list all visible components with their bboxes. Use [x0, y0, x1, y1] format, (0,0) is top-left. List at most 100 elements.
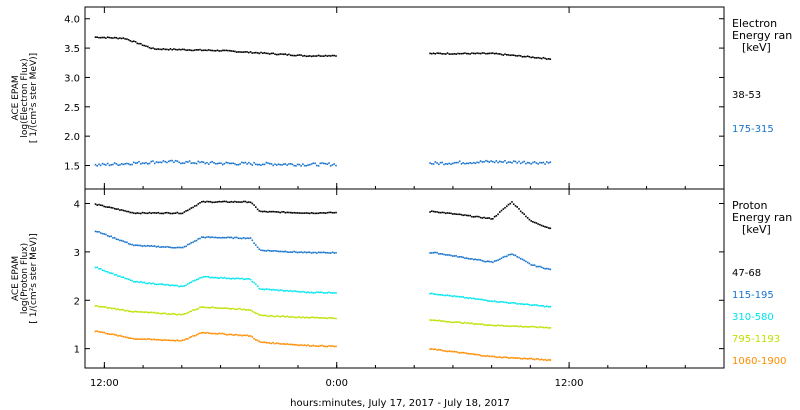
- data-point: [221, 236, 224, 239]
- data-point: [499, 160, 501, 163]
- data-point: [232, 50, 234, 52]
- data-point: [458, 352, 461, 354]
- data-point: [227, 307, 229, 310]
- y-axis-label: ACE EPAMlog(Electron Flux)[ 1/(cm²s ster…: [11, 53, 39, 143]
- data-point: [490, 261, 492, 263]
- data-point: [258, 313, 261, 316]
- data-point: [228, 236, 231, 239]
- data-point: [269, 315, 271, 317]
- data-point: [507, 54, 510, 56]
- data-point: [464, 52, 466, 54]
- data-point: [124, 310, 126, 312]
- data-point: [131, 211, 133, 214]
- legend-entry: 795-1193: [732, 334, 780, 345]
- data-point: [478, 52, 480, 55]
- legend-title: Proton: [732, 199, 767, 212]
- data-point: [502, 208, 505, 210]
- series-175-315: [94, 159, 552, 167]
- data-point: [192, 241, 194, 243]
- data-point: [174, 246, 177, 249]
- data-point: [281, 289, 283, 291]
- data-point: [262, 163, 264, 166]
- data-point: [94, 163, 97, 166]
- data-point: [176, 314, 179, 316]
- data-point: [302, 212, 304, 214]
- data-point: [227, 333, 229, 336]
- data-point: [214, 236, 217, 239]
- data-point: [549, 58, 552, 60]
- data-point: [230, 333, 233, 336]
- data-point: [436, 211, 438, 213]
- data-point: [519, 357, 522, 360]
- data-point: [455, 351, 457, 353]
- data-point: [227, 162, 229, 164]
- data-point: [113, 237, 116, 239]
- data-point: [467, 214, 470, 217]
- data-point: [180, 339, 182, 342]
- data-point: [436, 162, 438, 164]
- data-point: [249, 335, 252, 337]
- data-point: [453, 350, 456, 353]
- data-point: [153, 338, 156, 341]
- data-point: [486, 217, 489, 219]
- data-point: [113, 162, 116, 164]
- data-point: [230, 162, 233, 165]
- data-point: [544, 326, 546, 329]
- data-point: [516, 162, 518, 164]
- data-point: [303, 344, 306, 346]
- data-point: [230, 50, 233, 52]
- data-point: [96, 165, 98, 167]
- data-point: [112, 207, 114, 209]
- data-point: [514, 160, 517, 163]
- data-point: [474, 323, 477, 325]
- data-point: [237, 334, 240, 337]
- data-point: [272, 164, 274, 167]
- legend-entry: 47-68: [732, 268, 761, 279]
- data-point: [275, 315, 278, 317]
- data-point: [242, 278, 245, 281]
- data-point: [122, 309, 125, 311]
- data-point: [544, 358, 546, 361]
- data-point: [450, 53, 452, 55]
- data-point: [328, 54, 330, 57]
- data-point: [511, 201, 513, 203]
- data-point: [275, 164, 278, 166]
- data-point: [450, 163, 452, 165]
- data-point: [127, 163, 130, 165]
- data-point: [159, 283, 161, 285]
- data-point: [300, 54, 302, 56]
- data-point: [209, 236, 212, 239]
- data-point: [310, 252, 313, 254]
- data-point: [140, 163, 142, 165]
- data-point: [255, 312, 257, 314]
- data-point: [265, 250, 268, 252]
- data-point: [507, 254, 510, 256]
- data-point: [275, 342, 278, 344]
- data-point: [195, 204, 198, 207]
- data-point: [284, 211, 287, 214]
- data-point: [298, 54, 301, 56]
- series-47-68: [94, 200, 552, 230]
- data-point: [293, 164, 295, 167]
- time-axis: 12:00 0:00 12:00: [90, 7, 725, 389]
- data-point: [214, 276, 217, 279]
- data-point: [429, 348, 431, 350]
- data-point: [542, 56, 545, 59]
- data-point: [507, 203, 510, 206]
- data-point: [127, 278, 130, 280]
- data-point: [298, 163, 301, 166]
- data-point: [160, 212, 163, 215]
- data-point: [253, 204, 255, 206]
- y-tick-label: 3: [74, 248, 80, 259]
- data-point: [448, 53, 451, 55]
- data-point: [112, 163, 114, 166]
- data-point: [145, 162, 147, 164]
- data-point: [106, 206, 109, 208]
- y-tick-label: 4.0: [64, 15, 80, 26]
- data-point: [302, 344, 304, 347]
- data-point: [204, 236, 207, 239]
- series-310-580: [94, 266, 552, 308]
- data-point: [321, 344, 323, 347]
- data-point: [277, 289, 280, 292]
